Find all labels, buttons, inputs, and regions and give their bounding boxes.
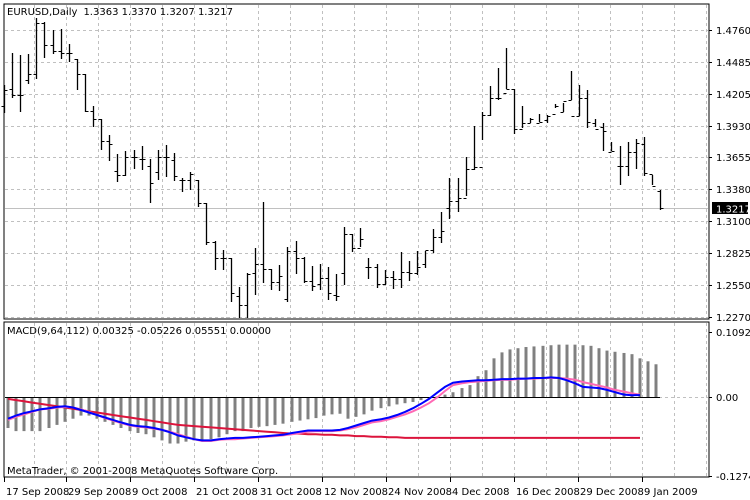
price-tick-label: 1.3655	[716, 153, 750, 164]
price-tick-label: 1.2270	[716, 313, 750, 324]
time-tick-label: 29 Sep 2008	[68, 487, 131, 498]
macd-header: MACD(9,64,112) 0.00325 -0.05226 0.05551 …	[7, 326, 271, 337]
price-bars	[1, 18, 664, 318]
time-tick-label: 12 Nov 2008	[324, 487, 388, 498]
price-tick-label: 1.4760	[716, 26, 750, 37]
main-chart-frame	[3, 3, 710, 320]
time-tick-label: 9 Jan 2009	[644, 487, 698, 498]
current-price-label: 1.3217	[716, 205, 750, 216]
price-tick-label: 1.3930	[716, 122, 750, 133]
price-tick-label: 1.3100	[716, 217, 750, 228]
time-tick-label: 31 Oct 2008	[260, 487, 322, 498]
chart-title: EURUSD,Daily 1.3363 1.3370 1.3207 1.3217	[7, 7, 233, 18]
price-axis: 1.4760 1.4485 1.4205 1.3930 1.3655 1.3380 1.31…	[709, 26, 750, 324]
price-tick-label: 1.3380	[716, 185, 750, 196]
current-price-tag	[712, 202, 748, 214]
time-tick-label: 9 Oct 2008	[132, 487, 187, 498]
macd-frame	[3, 321, 710, 478]
macd-indicator	[5, 344, 660, 444]
time-tick-label: 4 Dec 2008	[452, 487, 510, 498]
time-tick-label: 24 Nov 2008	[388, 487, 452, 498]
price-tick-label: 1.4205	[716, 90, 750, 101]
grid-lines	[5, 5, 708, 476]
price-tick-label: 1.2825	[716, 249, 750, 260]
time-tick-label: 16 Dec 2008	[516, 487, 580, 498]
macd-tick-label: 0.10924	[716, 328, 750, 339]
price-tick-label: 1.2550	[716, 281, 750, 292]
time-tick-label: 29 Dec 2008	[580, 487, 644, 498]
price-tick-label: 1.4485	[716, 58, 750, 69]
macd-tick-label: -0.1274	[716, 472, 750, 483]
time-tick-label: 21 Oct 2008	[196, 487, 258, 498]
copyright-text: MetaTrader, © 2001-2008 MetaQuotes Softw…	[7, 466, 278, 477]
macd-axis: 0.10924 0.00 -0.1274	[709, 328, 750, 483]
time-tick-label: 17 Sep 2008	[6, 487, 69, 498]
macd-tick-label: 0.00	[716, 393, 738, 404]
